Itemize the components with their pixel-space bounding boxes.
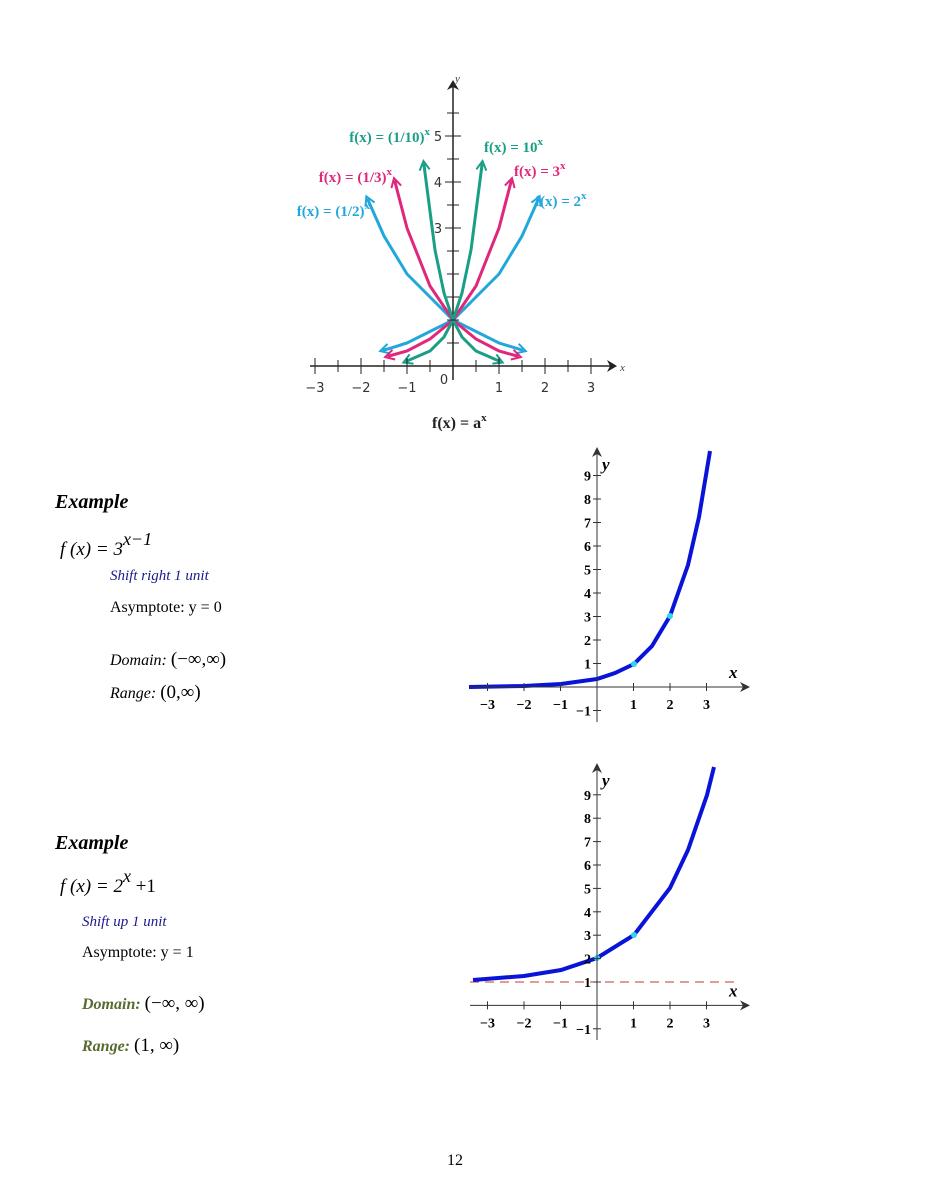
y-tick-label: 4 [584,587,591,602]
y-tick-label: 5 [434,130,442,145]
x-tick-label: −2 [517,1016,532,1031]
x-tick-label: 3 [703,1016,710,1031]
curve-third-x [395,182,517,356]
y-tick-label: 2 [584,634,591,649]
y-tick-label: 8 [584,812,591,827]
x-tick-label: 3 [703,698,710,713]
x-tick-label: 2 [667,698,674,713]
y-axis-label: y [600,455,610,474]
point [631,932,637,938]
y-axis-label: y [454,73,460,85]
curve-tenth-x [424,165,499,361]
heading: Example [54,832,128,854]
y-tick-label: 3 [584,611,591,626]
transformation: Shift up 1 unit [82,914,167,930]
caption: f(x) = ax [432,412,487,432]
x-tick-label: −1 [553,698,568,713]
x-tick-label: −2 [517,698,532,713]
y-tick-label: 6 [584,540,591,555]
x-tick-label: 1 [495,381,503,396]
x-axis-label: x [728,981,738,1000]
y-tick-label: −1 [576,1023,591,1038]
range: Range: (0,∞) [109,682,201,703]
x-tick-label: 2 [667,1016,674,1031]
x-axis-label: x [619,362,625,374]
transformation: Shift right 1 unit [110,568,210,584]
range: Range: (1, ∞) [81,1035,179,1056]
x-tick-label: 1 [630,698,637,713]
curve-label: f(x) = (1/10)x [349,126,430,146]
curve-10x [407,165,482,361]
y-axis-label: y [600,771,610,790]
page-number: 12 [447,1152,463,1169]
curve-label: f(x) = 10x [484,136,544,156]
y-tick-label: 9 [584,789,591,804]
x-tick-label: 2 [541,381,549,396]
domain: Domain: (−∞, ∞) [81,993,205,1014]
x-tick-label: −3 [480,698,495,713]
function: f (x) = 3x−1 [60,529,152,560]
y-tick-label: −1 [576,705,591,720]
x-tick-label: −2 [351,381,370,396]
y-tick-label: 3 [584,929,591,944]
point [631,661,637,667]
y-tick-label: 5 [584,564,591,579]
curve-3x [389,182,511,356]
domain: Domain: (−∞,∞) [109,649,226,670]
x-tick-label: 0 [440,373,448,388]
y-tick-label: 4 [584,906,591,921]
y-tick-label: 7 [584,836,591,851]
x-tick-label: −1 [397,381,416,396]
point [667,613,673,619]
x-tick-label: −1 [553,1016,568,1031]
y-tick-label: 9 [584,470,591,485]
top-figure: y x f(x) = ax [310,73,625,432]
x-tick-label: −3 [480,1016,495,1031]
y-tick-label: 5 [584,882,591,897]
x-tick-label: 1 [630,1016,637,1031]
curve-label: f(x) = (1/2)x [297,200,371,220]
y-tick-label: 6 [584,859,591,874]
y-tick-label: 3 [434,222,442,237]
y-tick-label: 7 [584,517,591,532]
asymptote: Asymptote: y = 1 [82,944,194,961]
y-tick-label: 1 [584,976,591,991]
heading: Example [54,491,128,513]
y-tick-label: 8 [584,493,591,508]
x-tick-label: 3 [587,381,595,396]
y-tick-label: 4 [434,176,442,191]
x-tick-label: −3 [305,381,324,396]
curve [472,766,716,982]
y-tick-label: 2 [584,953,591,968]
x-axis-label: x [728,663,738,682]
y-tick-label: 1 [584,658,591,673]
curve-label: f(x) = 2x [535,190,587,210]
function: f (x) = 2x +1 [60,866,156,897]
asymptote: Asymptote: y = 0 [110,599,222,616]
curve-label: f(x) = 3x [514,160,566,180]
curve-label: f(x) = (1/3)x [319,166,393,186]
